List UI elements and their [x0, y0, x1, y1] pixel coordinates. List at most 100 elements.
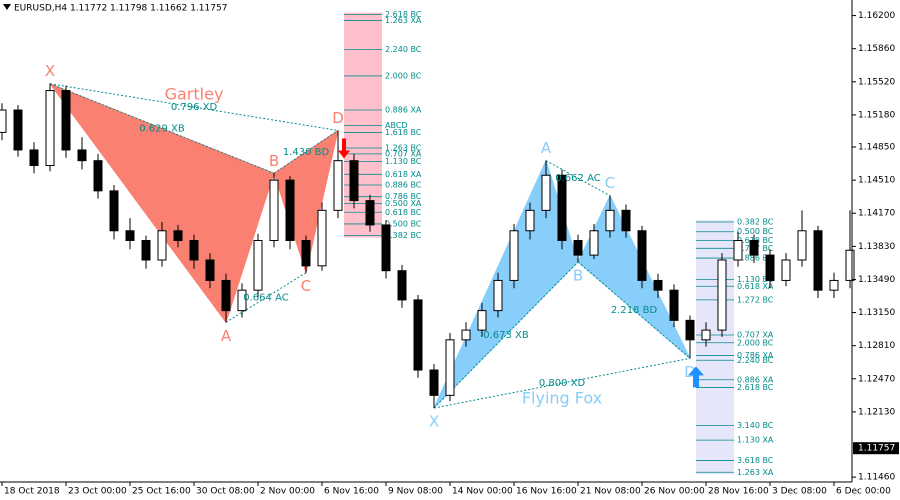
- y-tick-label: 1.16200: [858, 11, 895, 21]
- level-label: 1.130 BC: [385, 157, 422, 166]
- level-label: 1.618 BC: [385, 128, 422, 137]
- y-tick-label: 1.13150: [858, 308, 895, 318]
- level-label: 0.886 BC: [385, 181, 422, 190]
- x-tick-label: 2 Nov 00:00: [260, 487, 315, 497]
- y-tick-label: 1.15520: [858, 77, 895, 87]
- level-label: 1.272 BC: [737, 295, 774, 304]
- ratio-label: 0.673 XB: [483, 330, 529, 341]
- candle-body: [717, 259, 727, 331]
- y-tick-label: 1.14170: [858, 209, 895, 219]
- y-tick-label: 1.15860: [858, 44, 895, 54]
- candle-body: [541, 174, 551, 211]
- candle-body: [45, 90, 55, 167]
- ratio-label: 0.796 XD: [171, 102, 218, 113]
- y-tick-label: 1.12810: [858, 341, 895, 351]
- current-price-box: [853, 442, 899, 455]
- point-label: A: [221, 327, 232, 345]
- point-label: B: [269, 152, 279, 170]
- level-label: 0.500 XA: [385, 199, 422, 208]
- y-tick-label: 1.11460: [858, 473, 895, 483]
- x-tick-label: 18 Oct 2018: [4, 487, 60, 497]
- pattern-name: Flying Fox: [522, 389, 602, 408]
- candle-body: [109, 190, 119, 232]
- y-tick-label: 1.14510: [858, 176, 895, 186]
- x-tick-label: 3 Dec 08:00: [772, 487, 827, 497]
- candle-body: [237, 289, 247, 312]
- candle-body: [477, 310, 487, 331]
- candle-body: [269, 179, 279, 242]
- plot-area: 2.618 BC1.263 XA2.240 BC2.000 BC0.886 XA…: [0, 10, 855, 477]
- candle-body: [829, 279, 839, 291]
- candle-body: [205, 259, 215, 281]
- x-tick-label: 26 Nov 00:00: [644, 487, 705, 497]
- point-label: C: [605, 174, 615, 192]
- candle-body: [509, 230, 519, 281]
- level-label: 0.500 BC: [385, 219, 422, 228]
- point-label: X: [429, 412, 439, 430]
- level-label: 1.130 BC: [737, 275, 774, 284]
- level-label: 0.618 XA: [385, 170, 422, 179]
- candle-body: [301, 240, 311, 267]
- candle-body: [221, 279, 231, 312]
- level-label: 3.618 BC: [737, 456, 774, 465]
- level-label: 0.707 XA: [737, 330, 774, 339]
- level-label: 2.240 BC: [737, 356, 774, 365]
- ratio-line: [433, 357, 691, 409]
- candle-body: [733, 240, 743, 261]
- level-label: ABCD: [385, 121, 408, 130]
- level-label: 0.707 XA: [385, 149, 422, 158]
- y-tick-label: 1.12130: [858, 407, 895, 417]
- level-label: 0.618 BC: [385, 208, 422, 217]
- candle-body: [317, 209, 327, 267]
- point-label: B: [573, 266, 583, 284]
- x-tick-label: 30 Oct 08:00: [196, 487, 255, 497]
- point-label: A: [541, 139, 552, 157]
- ratio-line: [545, 160, 611, 197]
- point-label: C: [301, 277, 311, 295]
- level-label: 2.240 BC: [385, 45, 422, 54]
- signal-arrow: [688, 366, 704, 388]
- candle-body: [813, 230, 823, 291]
- ratio-label: 1.430 BD: [283, 147, 330, 158]
- header-toggle[interactable]: [3, 4, 11, 10]
- point-label: D: [684, 363, 696, 381]
- level-label: 0.886 XA: [385, 106, 422, 115]
- level-label: 0.382 BC: [385, 231, 422, 240]
- candle-body: [669, 289, 679, 321]
- x-tick-label: 28 Nov 16:00: [708, 487, 769, 497]
- x-tick-label: 21 Nov 08:00: [580, 487, 641, 497]
- candle-body: [637, 230, 647, 281]
- candle-body: [253, 240, 263, 291]
- level-label: 2.000 BC: [385, 71, 422, 80]
- y-tick-label: 1.14850: [858, 143, 895, 153]
- candle-body: [0, 109, 7, 133]
- candle-body: [749, 240, 759, 256]
- current-price-label: 1.11757: [858, 444, 895, 454]
- candle-body: [701, 329, 711, 341]
- level-label: 0.500 BC: [737, 227, 774, 236]
- candle-body: [29, 149, 39, 167]
- candle-body: [413, 299, 423, 371]
- candle-body: [605, 209, 615, 232]
- ratio-label: 0.662 AC: [555, 173, 600, 184]
- signal-arrow: [338, 138, 350, 159]
- candle-body: [61, 90, 71, 151]
- x-tick-label: 9 Nov 08:00: [388, 487, 443, 497]
- level-label: 2.618 BC: [385, 10, 422, 19]
- level-label: 3.140 BC: [737, 421, 774, 430]
- y-tick-label: 1.13490: [858, 275, 895, 285]
- candle-body: [781, 259, 791, 281]
- level-label: 0.382 BC: [737, 218, 774, 227]
- ratio-label: 0.664 AC: [243, 292, 288, 303]
- candle-body: [141, 240, 151, 261]
- y-tick-label: 1.13830: [858, 242, 895, 252]
- level-label: 1.263 BC: [385, 144, 422, 153]
- x-tick-label: 23 Oct 00:00: [68, 487, 127, 497]
- candle-body: [493, 279, 503, 312]
- point-label: D: [332, 109, 344, 127]
- candle-body: [381, 224, 391, 272]
- level-label: 0.886 XA: [737, 375, 774, 384]
- level-label: 0.886 BC: [737, 254, 774, 263]
- level-label: 0.618 XA: [737, 282, 774, 291]
